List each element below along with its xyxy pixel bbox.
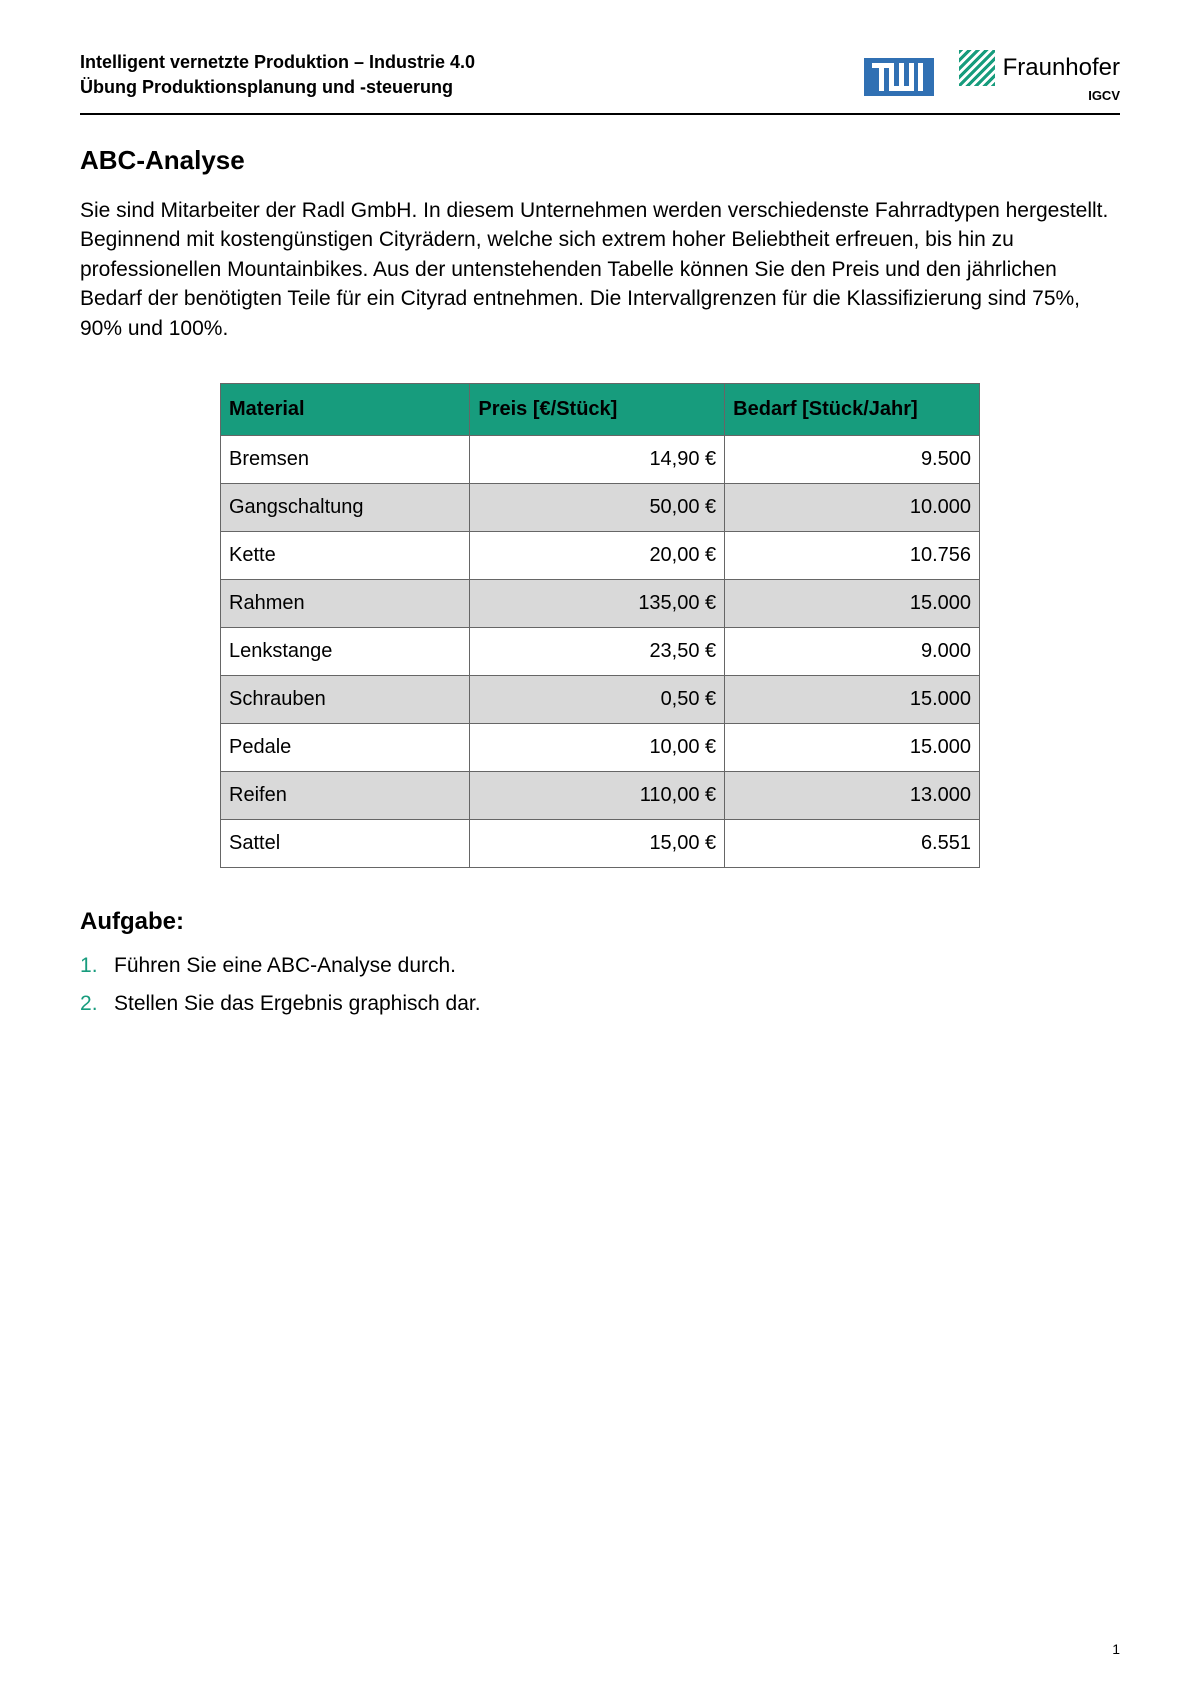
fraunhofer-icon (959, 50, 995, 86)
table-cell: Gangschaltung (221, 483, 470, 531)
table-row: Sattel15,00 €6.551 (221, 819, 980, 867)
table-row: Pedale10,00 €15.000 (221, 723, 980, 771)
materials-table: Material Preis [€/Stück] Bedarf [Stück/J… (220, 383, 980, 868)
col-price: Preis [€/Stück] (470, 383, 725, 435)
table-cell: Reifen (221, 771, 470, 819)
table-cell: 15.000 (725, 579, 980, 627)
table-cell: Lenkstange (221, 627, 470, 675)
table-cell: Rahmen (221, 579, 470, 627)
table-cell: Schrauben (221, 675, 470, 723)
page-number: 1 (1112, 1641, 1120, 1657)
table-row: Bremsen14,90 €9.500 (221, 435, 980, 483)
intro-paragraph: Sie sind Mitarbeiter der Radl GmbH. In d… (80, 196, 1120, 343)
task-item: Stellen Sie das Ergebnis graphisch dar. (80, 992, 1120, 1016)
table-cell: 135,00 € (470, 579, 725, 627)
table-row: Schrauben0,50 €15.000 (221, 675, 980, 723)
table-cell: 23,50 € (470, 627, 725, 675)
table-row: Gangschaltung50,00 €10.000 (221, 483, 980, 531)
table-cell: 50,00 € (470, 483, 725, 531)
table-cell: 15.000 (725, 723, 980, 771)
table-cell: 10.000 (725, 483, 980, 531)
table-cell: 10.756 (725, 531, 980, 579)
table-cell: 0,50 € (470, 675, 725, 723)
table-row: Lenkstange23,50 €9.000 (221, 627, 980, 675)
tum-logo (864, 58, 934, 96)
table-header-row: Material Preis [€/Stück] Bedarf [Stück/J… (221, 383, 980, 435)
table-cell: Pedale (221, 723, 470, 771)
page-header: Intelligent vernetzte Produktion – Indus… (80, 50, 1120, 115)
table-row: Kette20,00 €10.756 (221, 531, 980, 579)
task-list: Führen Sie eine ABC-Analyse durch. Stelle… (80, 954, 1120, 1016)
table-cell: 15,00 € (470, 819, 725, 867)
table-cell: 15.000 (725, 675, 980, 723)
table-cell: 6.551 (725, 819, 980, 867)
logo-group: Fraunhofer IGCV (864, 50, 1120, 103)
fraunhofer-subtext: IGCV (1088, 88, 1120, 103)
table-row: Rahmen135,00 €15.000 (221, 579, 980, 627)
header-title: Intelligent vernetzte Produktion – Indus… (80, 50, 475, 100)
tasks-heading: Aufgabe: (80, 908, 1120, 936)
table-row: Reifen110,00 €13.000 (221, 771, 980, 819)
table-cell: Kette (221, 531, 470, 579)
table-cell: 20,00 € (470, 531, 725, 579)
table-cell: Sattel (221, 819, 470, 867)
table-cell: 10,00 € (470, 723, 725, 771)
table-cell: 9.500 (725, 435, 980, 483)
table-cell: 9.000 (725, 627, 980, 675)
table-cell: 14,90 € (470, 435, 725, 483)
header-line-1: Intelligent vernetzte Produktion – Indus… (80, 52, 475, 72)
header-line-2: Übung Produktionsplanung und -steuerung (80, 77, 453, 97)
fraunhofer-text: Fraunhofer (1003, 54, 1120, 82)
task-item: Führen Sie eine ABC-Analyse durch. (80, 954, 1120, 978)
col-demand: Bedarf [Stück/Jahr] (725, 383, 980, 435)
table-cell: 13.000 (725, 771, 980, 819)
page-title: ABC-Analyse (80, 145, 1120, 176)
col-material: Material (221, 383, 470, 435)
table-cell: 110,00 € (470, 771, 725, 819)
fraunhofer-logo: Fraunhofer IGCV (959, 50, 1120, 103)
table-cell: Bremsen (221, 435, 470, 483)
